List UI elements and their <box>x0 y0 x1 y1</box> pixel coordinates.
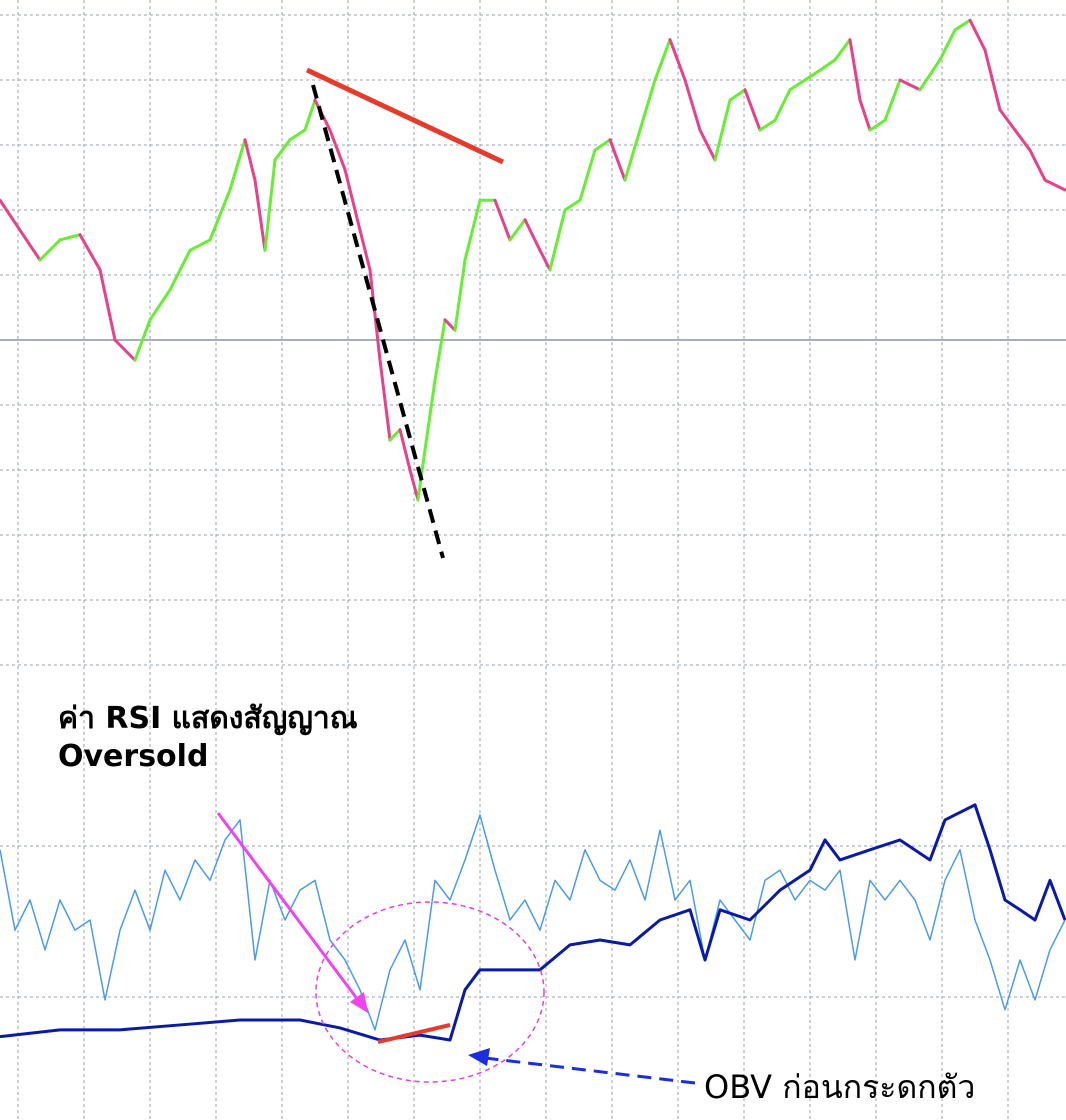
obv-arrow <box>484 1056 696 1085</box>
price-segment <box>728 88 747 102</box>
highlight-circle <box>315 901 545 1083</box>
price-segment <box>358 228 372 272</box>
price-segment <box>898 78 922 92</box>
obv-annotation: OBV ก่อนกระดกตัว <box>704 1068 976 1106</box>
price-segment <box>758 118 777 132</box>
price-segment <box>578 148 597 202</box>
price-segment <box>208 188 232 242</box>
price-segment <box>968 18 987 52</box>
price-segment <box>1013 128 1032 152</box>
price-segment <box>38 238 62 262</box>
price-segment <box>378 358 392 442</box>
price-segment <box>148 288 172 322</box>
price-segment <box>78 233 102 272</box>
price-segment <box>1043 178 1066 192</box>
price-segment <box>868 118 887 132</box>
price-segment <box>998 108 1017 132</box>
price-segment <box>638 78 657 132</box>
price-segment <box>388 428 402 442</box>
price-segment <box>18 228 42 262</box>
resistance-line <box>305 67 505 165</box>
price-segment <box>653 38 672 82</box>
indicator-line <box>0 814 1066 1031</box>
obv-arrowhead <box>468 1048 490 1066</box>
price-segment <box>328 128 347 172</box>
price-segment <box>538 248 552 272</box>
price-segment <box>228 138 247 192</box>
price-segment <box>443 318 457 332</box>
price-segment <box>288 128 307 142</box>
annotation-shapes <box>216 67 696 1085</box>
price-segment <box>523 218 542 252</box>
price-segment <box>463 198 482 262</box>
price-segment <box>833 38 852 62</box>
price-segment <box>433 318 447 382</box>
price-segment <box>608 138 627 182</box>
price-segment <box>453 258 467 332</box>
price-segment <box>98 268 117 342</box>
price-segment <box>1028 148 1047 182</box>
price-segment <box>168 248 192 292</box>
price-segment <box>423 378 437 452</box>
price-segment <box>938 28 957 62</box>
price-segment <box>788 78 807 92</box>
trend-line <box>311 84 445 559</box>
price-segment <box>563 198 582 212</box>
price-segment <box>548 208 567 272</box>
rsi-annotation: ค่า RSI แสดงสัญญาณ Oversold <box>58 701 358 774</box>
price-segment <box>243 138 257 182</box>
price-segment <box>803 68 822 82</box>
price-segment <box>848 38 862 102</box>
price-segment <box>953 18 972 32</box>
price-segment <box>818 58 837 72</box>
price-segment <box>343 168 362 232</box>
price-segment <box>773 88 792 122</box>
price-segment <box>133 318 152 362</box>
price-segment <box>743 88 762 132</box>
price-segment <box>623 128 642 182</box>
price-segment <box>113 338 137 362</box>
rsi-arrow <box>216 812 360 1001</box>
price-segment <box>188 238 212 252</box>
price-segment <box>668 38 687 82</box>
price-segment <box>918 58 942 92</box>
rsi-arrowhead <box>350 992 368 1013</box>
price-segment <box>263 158 277 252</box>
price-segment <box>493 198 512 242</box>
price-segment <box>408 468 420 502</box>
price-segment <box>273 138 292 162</box>
price-segment <box>0 198 22 232</box>
price-segment <box>368 268 382 362</box>
price-segment <box>303 98 317 132</box>
price-segment <box>713 98 732 162</box>
price-segment <box>883 78 902 122</box>
price-segment <box>253 178 267 252</box>
price-segment <box>58 233 82 242</box>
price-segment <box>698 128 717 162</box>
obv-base-line <box>377 1023 451 1044</box>
price-segment <box>683 78 702 132</box>
price-segment <box>983 48 1002 112</box>
price-segment <box>508 218 527 242</box>
indicator-line <box>0 803 1066 1042</box>
price-segment <box>858 98 872 132</box>
price-segment <box>398 428 412 472</box>
price-segment <box>593 138 612 152</box>
